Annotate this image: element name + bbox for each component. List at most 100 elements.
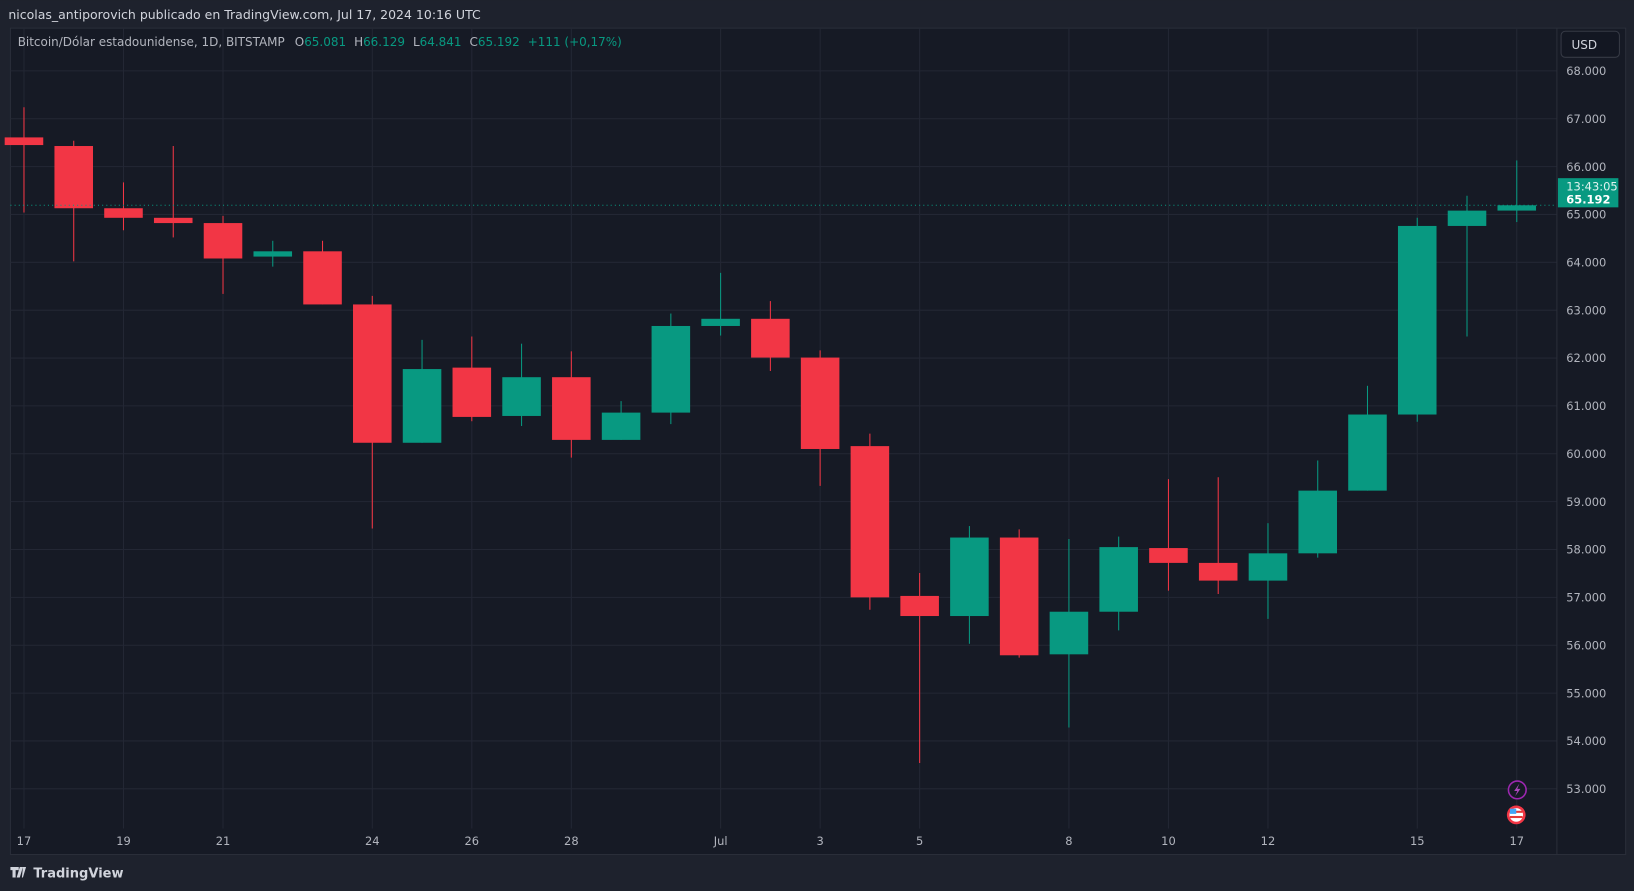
- price-tick-label: 58.000: [1566, 543, 1606, 557]
- candle-body: [552, 377, 591, 440]
- candle[interactable]: [104, 182, 143, 231]
- candle[interactable]: [1497, 160, 1537, 223]
- candle[interactable]: [253, 240, 293, 267]
- candle[interactable]: [353, 295, 392, 529]
- price-tick-label: 65.000: [1566, 208, 1606, 222]
- low-value: 64.841: [420, 35, 462, 49]
- time-axis[interactable]: 17 19 21 24 26 28 Jul 3 5 8 10 12 15 17: [17, 834, 1524, 848]
- candle-body: [502, 377, 541, 416]
- candle-body: [353, 304, 392, 443]
- tradingview-logo[interactable]: TradingView: [10, 866, 124, 881]
- candle-body: [253, 251, 293, 257]
- candles: [4, 107, 1537, 763]
- time-tick-label: 8: [1065, 834, 1072, 848]
- candle-body: [1497, 205, 1537, 211]
- candle-body: [651, 325, 691, 413]
- candle[interactable]: [552, 351, 591, 458]
- symbol-name: Bitcoin/Dólar estadounidense, 1D, BITSTA…: [18, 35, 285, 49]
- candle[interactable]: [1397, 217, 1437, 422]
- candle[interactable]: [203, 215, 243, 294]
- candle-body: [751, 318, 790, 358]
- time-tick-label: 21: [216, 834, 231, 848]
- candle[interactable]: [999, 529, 1039, 658]
- time-tick-label: 10: [1161, 834, 1176, 848]
- candle-body: [54, 146, 94, 209]
- open-value: 65.081: [304, 35, 346, 49]
- candle[interactable]: [1248, 523, 1288, 619]
- currency-button[interactable]: USD: [1560, 30, 1620, 58]
- time-tick-label: 15: [1410, 834, 1425, 848]
- candle-body: [701, 318, 740, 326]
- candle[interactable]: [1149, 479, 1188, 591]
- candle[interactable]: [502, 343, 541, 427]
- candle[interactable]: [651, 313, 691, 425]
- price-tick-label: 68.000: [1566, 64, 1606, 78]
- candle[interactable]: [1447, 195, 1487, 337]
- candle[interactable]: [800, 350, 840, 486]
- time-tick-label: 17: [17, 834, 32, 848]
- candle-body: [1198, 562, 1238, 581]
- time-tick-label: 17: [1509, 834, 1524, 848]
- price-tick-label: 53.000: [1566, 782, 1606, 796]
- price-tick-label: 64.000: [1566, 255, 1606, 269]
- candle-body: [1248, 553, 1288, 581]
- close-label: C: [469, 35, 477, 49]
- candle[interactable]: [1049, 538, 1089, 728]
- candle[interactable]: [1298, 460, 1338, 558]
- price-tick-label: 61.000: [1566, 399, 1606, 413]
- candle-body: [1397, 225, 1437, 415]
- candle-body: [4, 137, 44, 146]
- price-axis[interactable]: 68.000 67.000 66.000 65.000 64.000 63.000 62.0…: [1566, 64, 1606, 796]
- time-tick-label: 28: [564, 834, 579, 848]
- price-tick-label: 67.000: [1566, 112, 1606, 126]
- time-tick-label: 12: [1261, 834, 1276, 848]
- last-price-label: 13:43:05 65.192: [1557, 178, 1619, 208]
- candle[interactable]: [850, 433, 890, 610]
- candle[interactable]: [54, 140, 94, 262]
- candle-body: [999, 537, 1039, 656]
- us-flag-event-icon[interactable]: [1506, 805, 1526, 825]
- candle[interactable]: [4, 107, 44, 213]
- candle[interactable]: [1099, 536, 1138, 631]
- candle[interactable]: [452, 336, 492, 422]
- candle-body: [452, 367, 492, 417]
- currency-label: USD: [1571, 38, 1597, 52]
- price-tick-label: 54.000: [1566, 734, 1606, 748]
- bar-countdown: 13:43:05: [1566, 180, 1617, 194]
- candle-body: [850, 446, 890, 598]
- candle-body: [203, 223, 243, 259]
- price-tick-label: 63.000: [1566, 303, 1606, 317]
- time-tick-label: 19: [116, 834, 131, 848]
- candle-body: [1298, 490, 1338, 554]
- candle-body: [153, 217, 193, 224]
- time-tick-label: 5: [916, 834, 923, 848]
- brand-name: TradingView: [33, 866, 123, 881]
- change-value: +111 (+0,17%): [528, 35, 622, 49]
- high-value: 66.129: [363, 35, 405, 49]
- candle[interactable]: [751, 301, 790, 371]
- price-tick-label: 56.000: [1566, 638, 1606, 652]
- candle[interactable]: [601, 401, 641, 440]
- candle-body: [900, 595, 939, 617]
- candle[interactable]: [153, 146, 193, 238]
- candle-body: [601, 412, 641, 440]
- candle-body: [1149, 548, 1188, 563]
- time-tick-label: Jul: [713, 834, 728, 848]
- publisher-text: nicolas_antiporovich publicado en Tradin…: [8, 7, 481, 22]
- candle[interactable]: [900, 572, 939, 763]
- price-tick-label: 55.000: [1566, 686, 1606, 700]
- time-tick-label: 24: [365, 834, 380, 848]
- candle[interactable]: [701, 272, 740, 336]
- last-price-value: 65.192: [1566, 193, 1610, 207]
- candle[interactable]: [402, 339, 442, 443]
- price-tick-label: 66.000: [1566, 160, 1606, 174]
- candle-body: [402, 369, 442, 443]
- symbol-legend[interactable]: Bitcoin/Dólar estadounidense, 1D, BITSTA…: [18, 35, 622, 49]
- candle-body: [800, 357, 840, 449]
- lightning-event-icon[interactable]: [1507, 780, 1527, 800]
- candle[interactable]: [303, 240, 342, 305]
- candle[interactable]: [1198, 477, 1238, 595]
- candle[interactable]: [950, 526, 989, 644]
- candle[interactable]: [1348, 385, 1387, 491]
